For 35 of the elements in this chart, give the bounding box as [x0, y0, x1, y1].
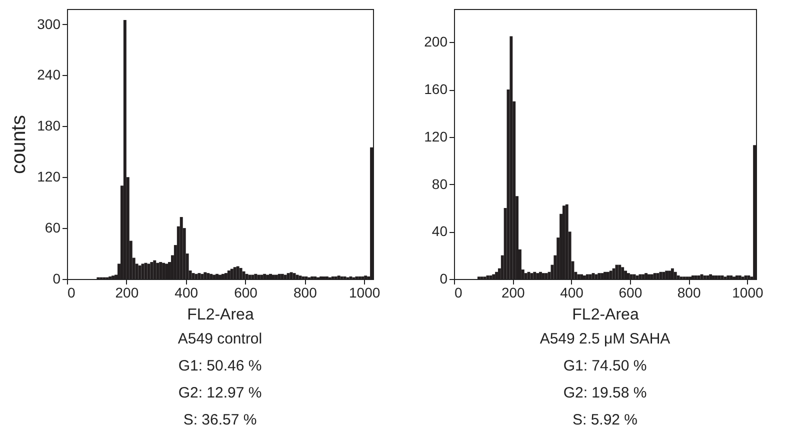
text: G2: 12.97 % — [178, 384, 262, 402]
text: A549 control — [178, 330, 262, 348]
x-tick-label: 600 — [618, 284, 642, 300]
y-tick-label: 300 — [37, 16, 61, 32]
text: G2: 19.58 % — [563, 384, 647, 402]
text: S: 36.57 % — [183, 412, 257, 428]
x-tick-label: 200 — [501, 284, 526, 300]
text: S: 5.92 % — [572, 412, 638, 428]
y-tick-label: 120 — [37, 168, 61, 185]
x-tick-label: 400 — [560, 284, 584, 300]
y-tick-label: 0 — [52, 270, 61, 286]
y-tick-label: 160 — [424, 81, 448, 98]
y-tick-label: 180 — [37, 118, 61, 134]
x-tick-label: 0 — [68, 284, 76, 300]
y-tick-label: 60 — [44, 220, 61, 236]
y-tick-label: 240 — [37, 66, 61, 83]
x-axis-title: FL2-Area — [572, 306, 639, 324]
x-tick-label: 800 — [677, 284, 701, 300]
x-tick-label: 1000 — [732, 284, 764, 300]
x-tick-label: 800 — [293, 284, 318, 300]
x-tick-label: 1000 — [349, 284, 380, 300]
x-axis-title: FL2-Area — [187, 306, 254, 324]
y-tick-label: 0 — [440, 270, 448, 286]
y-tick-label: 40 — [432, 223, 448, 240]
text: G1: 74.50 % — [563, 358, 647, 374]
x-tick-label: 0 — [454, 284, 462, 300]
y-tick-label: 200 — [424, 34, 448, 50]
x-tick-label: 400 — [174, 284, 198, 300]
y-tick-label: 80 — [432, 176, 448, 192]
text: A549 2.5 μM SAHA — [540, 330, 670, 348]
y-tick-label: 120 — [424, 128, 448, 144]
x-tick-label: 200 — [115, 284, 139, 300]
x-tick-label: 600 — [234, 284, 258, 300]
y-axis-title: counts — [8, 115, 30, 174]
text: G1: 50.46 % — [178, 358, 262, 374]
